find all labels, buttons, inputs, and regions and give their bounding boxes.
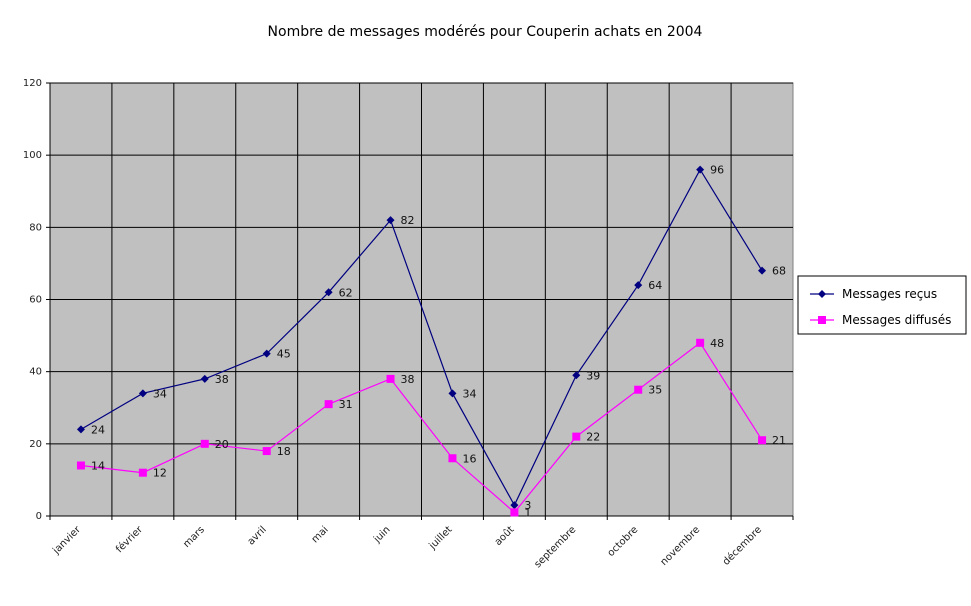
data-label: 31	[339, 398, 353, 411]
data-point	[758, 266, 767, 275]
data-point	[448, 389, 457, 398]
data-label: 62	[339, 286, 353, 299]
data-label: 64	[648, 279, 662, 292]
data-label: 38	[215, 373, 229, 386]
data-label: 12	[153, 467, 167, 480]
x-tick-label: décembre	[720, 524, 764, 568]
x-tick-label: avril	[246, 524, 269, 547]
data-point	[138, 389, 147, 398]
data-point	[758, 436, 767, 445]
legend-label: Messages reçus	[842, 287, 937, 301]
y-tick-label: 120	[23, 78, 42, 89]
data-point	[510, 508, 519, 517]
data-point	[448, 454, 457, 463]
x-tick-label: novembre	[659, 524, 703, 568]
data-point	[634, 281, 643, 290]
data-point	[696, 165, 705, 174]
y-tick-label: 80	[29, 222, 42, 233]
data-point	[138, 468, 147, 477]
data-label: 34	[462, 387, 476, 400]
data-point	[510, 501, 519, 510]
series-line	[80, 341, 763, 514]
y-tick-label: 0	[36, 511, 42, 522]
legend-marker	[818, 316, 826, 324]
data-point	[76, 461, 85, 470]
data-label: 35	[648, 384, 662, 397]
data-label: 3	[524, 499, 531, 512]
data-point	[324, 400, 333, 409]
y-tick-label: 20	[29, 439, 42, 450]
data-point	[262, 349, 271, 358]
data-label: 14	[91, 459, 105, 472]
chart-title: Nombre de messages modérés pour Couperin…	[268, 24, 703, 40]
y-tick-label: 60	[29, 295, 42, 306]
data-label: 96	[710, 164, 724, 177]
legend-marker	[818, 290, 826, 298]
x-tick-label: mars	[181, 524, 207, 550]
data-label: 34	[153, 387, 167, 400]
data-label: 20	[215, 438, 229, 451]
data-label: 24	[91, 423, 105, 436]
y-tick-label: 40	[29, 367, 42, 378]
legend-box	[797, 275, 967, 335]
data-label: 1	[524, 506, 531, 519]
data-point	[76, 425, 85, 434]
data-label: 68	[772, 265, 786, 278]
data-point	[572, 432, 581, 441]
series-line	[80, 168, 763, 507]
data-label: 82	[401, 214, 415, 227]
data-point	[324, 288, 333, 297]
data-point	[262, 447, 271, 456]
x-tick-label: septembre	[533, 524, 579, 570]
data-label: 45	[277, 348, 291, 361]
x-tick-label: janvier	[50, 524, 83, 557]
x-tick-label: juin	[371, 524, 392, 545]
data-point	[572, 371, 581, 380]
x-tick-label: février	[113, 523, 145, 555]
x-tick-label: août	[492, 524, 516, 548]
legend-label: Messages diffusés	[842, 313, 951, 327]
data-label: 39	[586, 369, 600, 382]
data-label: 18	[277, 445, 291, 458]
data-point	[696, 338, 705, 347]
data-point	[200, 374, 209, 383]
x-tick-label: juillet	[427, 524, 455, 552]
x-tick-label: octobre	[606, 524, 641, 559]
data-label: 16	[462, 452, 476, 465]
y-tick-label: 100	[23, 150, 42, 161]
data-label: 38	[401, 373, 415, 386]
data-point	[386, 216, 395, 225]
data-point	[386, 374, 395, 383]
x-tick-label: mai	[310, 524, 331, 545]
data-point	[634, 385, 643, 394]
data-label: 22	[586, 431, 600, 444]
data-label: 48	[710, 337, 724, 350]
legend: Messages reçus Messages diffusés	[797, 275, 967, 335]
data-point	[200, 439, 209, 448]
data-label: 21	[772, 434, 786, 447]
